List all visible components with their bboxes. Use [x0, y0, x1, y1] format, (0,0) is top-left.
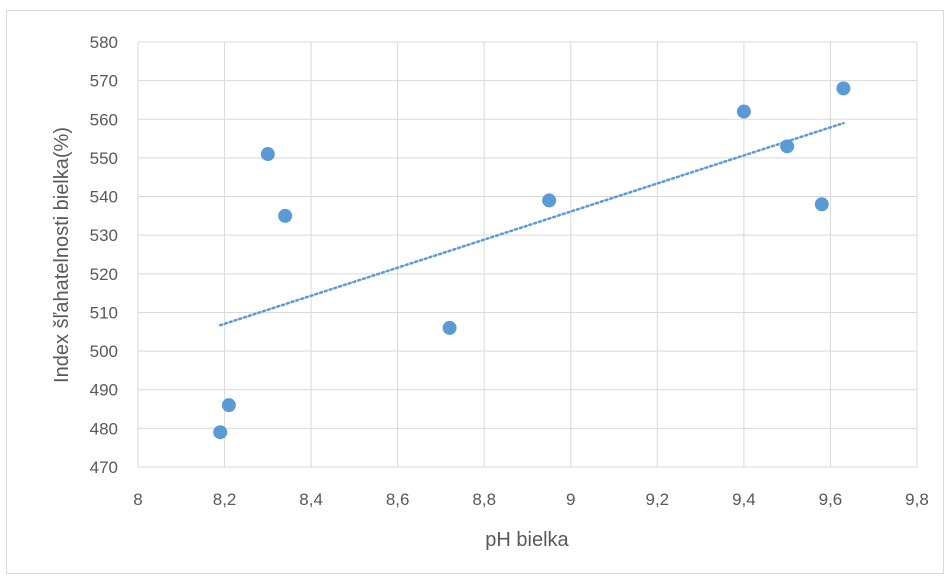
data-point	[278, 208, 293, 223]
data-point	[814, 197, 829, 212]
grid-lines	[137, 41, 918, 468]
data-point	[260, 147, 275, 162]
y-tick-label: 570	[90, 72, 118, 91]
x-tick-label: 9,8	[905, 490, 929, 509]
y-tick-label: 510	[90, 303, 118, 322]
y-tick-label: 550	[90, 149, 118, 168]
trendline-layer	[218, 121, 845, 327]
y-tick-label: 490	[90, 381, 118, 400]
y-tick-label: 530	[90, 226, 118, 245]
data-point	[213, 425, 228, 440]
y-tick-label: 540	[90, 188, 118, 207]
x-tick-label: 8	[133, 490, 142, 509]
y-tick-label: 520	[90, 265, 118, 284]
data-point	[442, 320, 457, 335]
data-point	[542, 193, 557, 208]
y-tick-label: 470	[90, 458, 118, 477]
x-tick-label: 8,2	[213, 490, 237, 509]
y-axis-title: Index šľahatelnosti bielka(%)	[51, 127, 73, 383]
y-tick-label: 560	[90, 110, 118, 129]
data-point	[836, 81, 851, 96]
data-point	[221, 398, 236, 413]
data-point	[780, 139, 795, 154]
x-tick-label: 9,4	[732, 490, 756, 509]
x-tick-label: 8,8	[472, 490, 496, 509]
x-tick-label: 9,6	[819, 490, 843, 509]
x-tick-label: 9	[566, 490, 575, 509]
linear-trendline	[218, 121, 845, 327]
y-tick-label: 480	[90, 419, 118, 438]
x-tick-label: 8,6	[386, 490, 410, 509]
x-tick-label: 8,4	[299, 490, 323, 509]
y-tick-label: 500	[90, 342, 118, 361]
data-points	[213, 81, 851, 440]
y-tick-label: 580	[90, 33, 118, 52]
x-axis-title: pH bielka	[485, 529, 569, 551]
x-tick-labels: 8 8,2 8,4 8,6 8,8 9 9,2 9,4 9,6 9,8	[133, 490, 929, 509]
chart-frame	[6, 10, 944, 574]
x-tick-label: 9,2	[646, 490, 670, 509]
data-point	[736, 104, 751, 119]
y-tick-labels: 470 480 490 500 510 520 530 540 550 560 570 580	[90, 33, 118, 477]
